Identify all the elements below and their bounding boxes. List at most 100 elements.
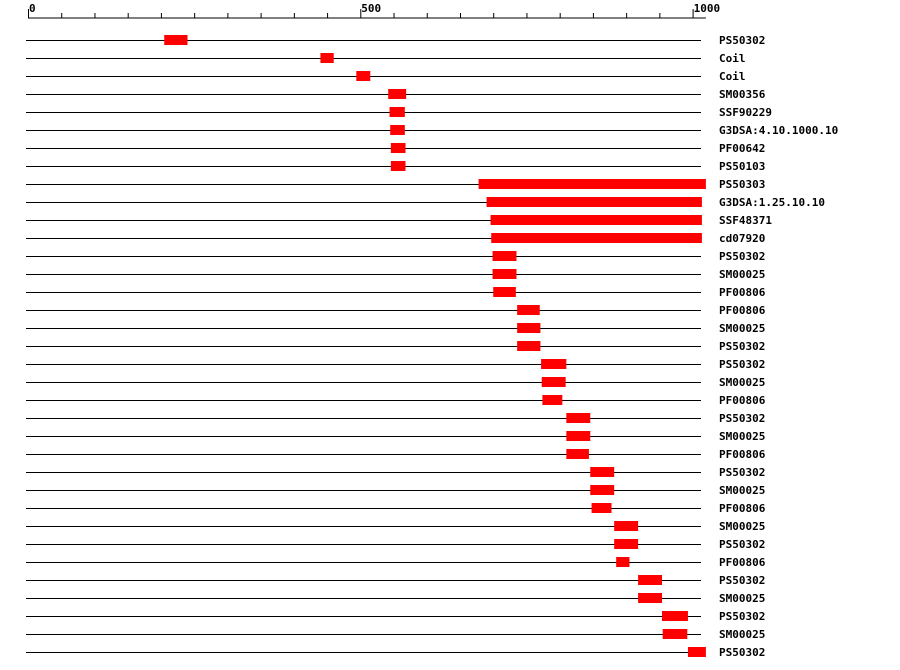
feature-row: cd07920 — [26, 232, 765, 245]
feature-row: Coil — [26, 70, 746, 83]
feature-label: SSF90229 — [719, 106, 772, 119]
feature-row: PS50302 — [26, 466, 765, 479]
feature-bar — [478, 179, 706, 189]
feature-label: SM00025 — [719, 430, 765, 443]
feature-row: SM00356 — [26, 88, 766, 101]
feature-bar — [492, 269, 517, 279]
feature-bar — [389, 107, 405, 117]
feature-bar — [491, 233, 702, 243]
feature-bar — [566, 431, 591, 441]
feature-bar — [687, 647, 706, 657]
feature-row: PF00806 — [26, 304, 766, 317]
feature-bar — [541, 359, 567, 369]
feature-row: SM00025 — [26, 322, 765, 335]
feature-label: Coil — [719, 52, 746, 65]
feature-row: PS50302 — [26, 250, 765, 263]
feature-row: Coil — [26, 52, 746, 65]
feature-label: SM00356 — [719, 88, 766, 101]
feature-label: SM00025 — [719, 376, 765, 389]
feature-rows: PS50302 Coil Coil SM00356 SSF90229 G3DSA:4.10… — [26, 34, 838, 659]
feature-bar — [542, 395, 563, 405]
feature-label: SM00025 — [719, 592, 765, 605]
feature-row: PS50302 — [26, 646, 765, 659]
feature-bar — [566, 413, 591, 423]
feature-bar — [486, 197, 702, 207]
feature-bar — [390, 161, 406, 171]
feature-row: PF00806 — [26, 556, 766, 569]
feature-bar — [638, 593, 663, 603]
feature-bar — [356, 71, 371, 81]
feature-label: PF00806 — [719, 286, 766, 299]
feature-label: PF00806 — [719, 556, 766, 569]
feature-row: SSF90229 — [26, 106, 772, 119]
feature-bar — [164, 35, 188, 45]
feature-row: SM00025 — [26, 268, 765, 281]
feature-row: PS50303 — [26, 178, 765, 191]
tick-label: 1000 — [694, 2, 721, 15]
feature-label: PS50302 — [719, 466, 765, 479]
feature-bar — [614, 539, 639, 549]
feature-bar — [517, 323, 541, 333]
feature-bar — [390, 143, 406, 153]
feature-bar — [517, 305, 540, 315]
feature-bar — [517, 341, 541, 351]
feature-row: PS50302 — [26, 412, 765, 425]
feature-label: SM00025 — [719, 268, 765, 281]
feature-label: SM00025 — [719, 484, 765, 497]
feature-label: SSF48371 — [719, 214, 772, 227]
feature-row: PF00806 — [26, 286, 766, 299]
tick-label: 500 — [361, 2, 381, 15]
feature-label: PF00642 — [719, 142, 765, 155]
feature-row: PS50302 — [26, 358, 765, 371]
feature-row: SM00025 — [26, 430, 765, 443]
feature-label: PS50302 — [719, 340, 765, 353]
feature-label: SM00025 — [719, 322, 765, 335]
feature-row: PS50302 — [26, 340, 765, 353]
feature-label: PS50302 — [719, 574, 765, 587]
feature-row: SM00025 — [26, 376, 765, 389]
feature-bar — [614, 521, 639, 531]
feature-bar — [638, 575, 663, 585]
feature-label: SM00025 — [719, 628, 765, 641]
feature-bar — [591, 503, 612, 513]
feature-row: G3DSA:4.10.1000.10 — [26, 124, 838, 137]
feature-label: PS50302 — [719, 358, 765, 371]
feature-bar — [388, 89, 407, 99]
feature-bar — [390, 125, 405, 135]
feature-row: PS50302 — [26, 538, 765, 551]
feature-bar — [320, 53, 334, 63]
feature-bar — [662, 629, 688, 639]
feature-row: G3DSA:1.25.10.10 — [26, 196, 825, 209]
tick-label: 0 — [29, 2, 36, 15]
feature-label: PS50303 — [719, 178, 765, 191]
feature-label: PS50302 — [719, 34, 765, 47]
feature-bar — [493, 287, 516, 297]
feature-bar — [590, 485, 615, 495]
feature-label: PS50103 — [719, 160, 765, 173]
feature-bar — [541, 377, 566, 387]
feature-row: PS50302 — [26, 34, 765, 47]
feature-row: SSF48371 — [26, 214, 772, 227]
feature-row: PS50103 — [26, 160, 765, 173]
feature-bar — [590, 467, 615, 477]
feature-label: PF00806 — [719, 394, 766, 407]
feature-row: PS50302 — [26, 574, 765, 587]
feature-row: PF00642 — [26, 142, 765, 155]
feature-label: PS50302 — [719, 538, 765, 551]
feature-row: PF00806 — [26, 502, 766, 515]
feature-bar — [616, 557, 630, 567]
feature-label: G3DSA:1.25.10.10 — [719, 196, 825, 209]
feature-bar — [662, 611, 688, 621]
feature-row: PS50302 — [26, 610, 765, 623]
feature-bar — [492, 251, 517, 261]
feature-bar — [490, 215, 702, 225]
feature-label: PF00806 — [719, 502, 766, 515]
feature-label: PS50302 — [719, 610, 765, 623]
feature-label: SM00025 — [719, 520, 765, 533]
feature-row: PF00806 — [26, 394, 766, 407]
feature-row: SM00025 — [26, 484, 765, 497]
feature-label: G3DSA:4.10.1000.10 — [719, 124, 838, 137]
feature-label: PS50302 — [719, 646, 765, 659]
feature-label: PF00806 — [719, 304, 766, 317]
feature-label: Coil — [719, 70, 746, 83]
